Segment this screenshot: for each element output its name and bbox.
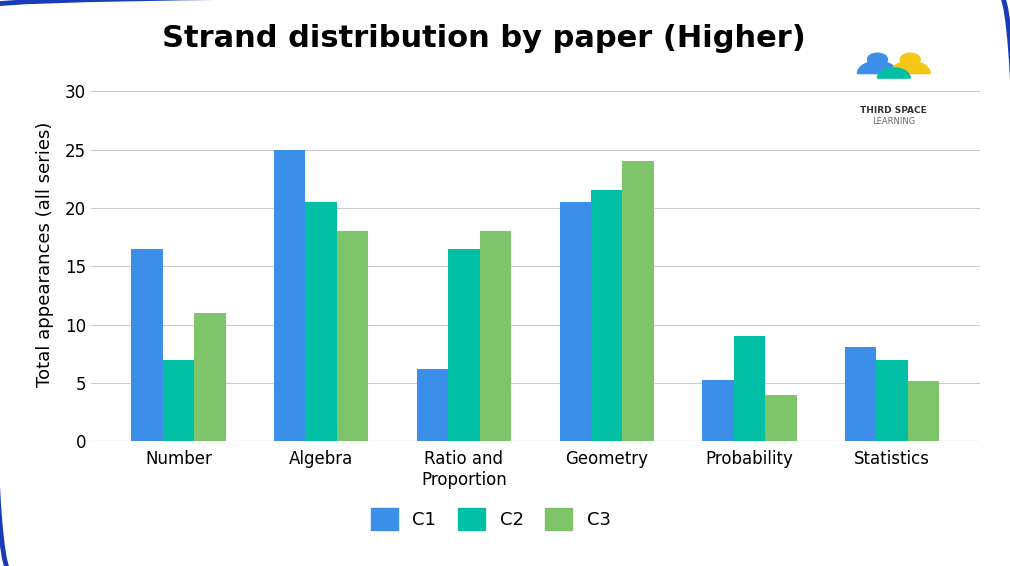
Bar (131, 249, 163, 441)
Bar (733, 336, 766, 441)
Bar (702, 380, 733, 441)
Text: LEARNING: LEARNING (873, 117, 915, 126)
Y-axis label: Total appearances (all series): Total appearances (all series) (35, 122, 54, 387)
Bar (766, 395, 797, 441)
Legend: C1, C2, C3: C1, C2, C3 (364, 500, 618, 537)
Circle shape (900, 53, 920, 66)
Bar (274, 149, 305, 441)
Bar (591, 191, 622, 441)
Bar (877, 360, 908, 441)
Bar (163, 360, 194, 441)
Text: THIRD SPACE: THIRD SPACE (861, 106, 927, 115)
Circle shape (868, 53, 888, 66)
Bar (845, 347, 877, 441)
Bar (448, 249, 480, 441)
Text: Strand distribution by paper (Higher): Strand distribution by paper (Higher) (162, 24, 806, 53)
Bar (305, 202, 337, 441)
Bar (417, 369, 448, 441)
Wedge shape (878, 68, 910, 78)
Bar (622, 161, 653, 441)
Bar (480, 231, 511, 441)
Wedge shape (890, 61, 930, 74)
Bar (194, 313, 225, 441)
Wedge shape (857, 61, 898, 74)
Bar (908, 381, 939, 441)
Bar (337, 231, 369, 441)
Bar (560, 202, 591, 441)
